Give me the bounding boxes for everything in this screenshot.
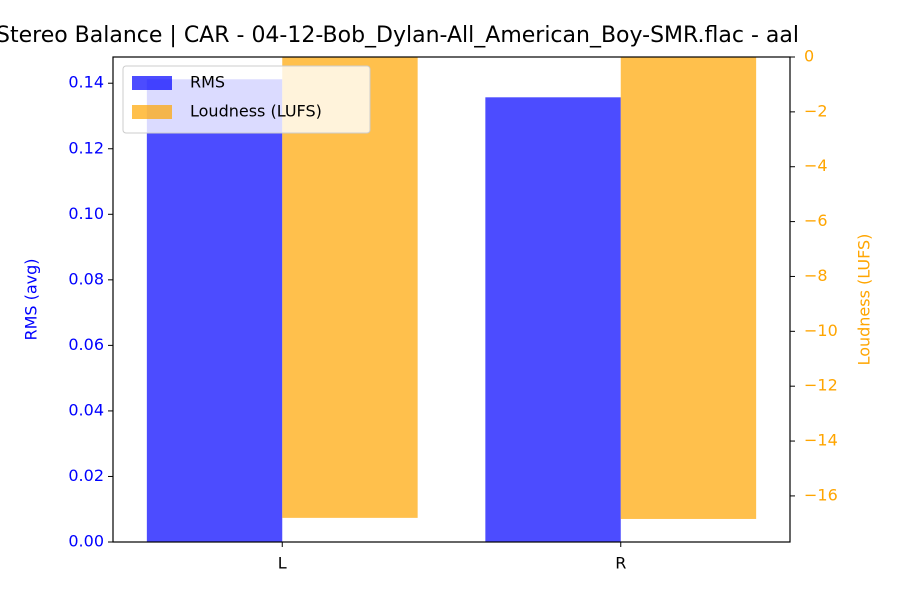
legend-label: Loudness (LUFS)	[190, 102, 322, 121]
y2-tick-label: −6	[804, 211, 828, 230]
y2-tick-label: 0	[804, 47, 814, 66]
y-axis-label: RMS (avg)	[22, 258, 41, 340]
y-tick-label: 0.14	[68, 73, 104, 92]
y2-tick-label: −16	[804, 485, 838, 504]
bar	[485, 97, 621, 542]
legend-label: RMS	[190, 73, 225, 92]
y2-tick-label: −8	[804, 266, 828, 285]
y2-tick-label: −4	[804, 156, 828, 175]
plot-frame	[112, 56, 791, 543]
y-tick-label: 0.08	[68, 269, 104, 288]
y-tick-label: 0.04	[68, 400, 104, 419]
legend-swatch	[132, 105, 172, 119]
y-tick-label: 0.12	[68, 138, 104, 157]
legend: RMS Loudness (LUFS)	[122, 65, 371, 134]
bar	[620, 57, 757, 519]
x-tick-label: L	[278, 554, 287, 573]
legend-swatch	[132, 76, 172, 90]
y2-axis-label: Loudness (LUFS)	[855, 234, 874, 366]
y2-tick-label: −10	[804, 321, 838, 340]
y2-tick-label: −12	[804, 376, 838, 395]
y-tick-label: 0.00	[68, 532, 104, 551]
y2-tick-label: −2	[804, 101, 828, 120]
chart-title: Stereo Balance | CAR - 04-12-Bob_Dylan-A…	[0, 23, 799, 48]
y-tick-label: 0.06	[68, 335, 104, 354]
bar	[146, 79, 283, 542]
y-tick-label: 0.02	[68, 466, 104, 485]
x-tick-label: R	[615, 554, 626, 573]
bar	[282, 57, 418, 518]
y2-tick-label: −14	[804, 431, 838, 450]
legend-box	[122, 65, 371, 134]
y-tick-label: 0.10	[68, 204, 104, 223]
